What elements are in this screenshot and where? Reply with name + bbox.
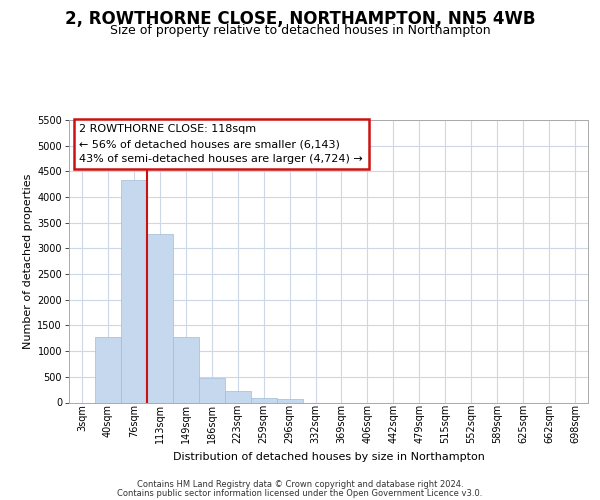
Text: Size of property relative to detached houses in Northampton: Size of property relative to detached ho… <box>110 24 490 37</box>
Bar <box>121 180 147 402</box>
Y-axis label: Number of detached properties: Number of detached properties <box>23 174 33 349</box>
Bar <box>95 338 121 402</box>
X-axis label: Distribution of detached houses by size in Northampton: Distribution of detached houses by size … <box>173 452 484 462</box>
Bar <box>225 390 251 402</box>
Text: Contains public sector information licensed under the Open Government Licence v3: Contains public sector information licen… <box>118 488 482 498</box>
Bar <box>199 378 224 402</box>
Text: 2 ROWTHORNE CLOSE: 118sqm
← 56% of detached houses are smaller (6,143)
43% of se: 2 ROWTHORNE CLOSE: 118sqm ← 56% of detac… <box>79 124 363 164</box>
Bar <box>173 337 199 402</box>
Bar <box>277 400 302 402</box>
Bar <box>147 234 173 402</box>
Bar <box>251 398 277 402</box>
Text: Contains HM Land Registry data © Crown copyright and database right 2024.: Contains HM Land Registry data © Crown c… <box>137 480 463 489</box>
Text: 2, ROWTHORNE CLOSE, NORTHAMPTON, NN5 4WB: 2, ROWTHORNE CLOSE, NORTHAMPTON, NN5 4WB <box>65 10 535 28</box>
